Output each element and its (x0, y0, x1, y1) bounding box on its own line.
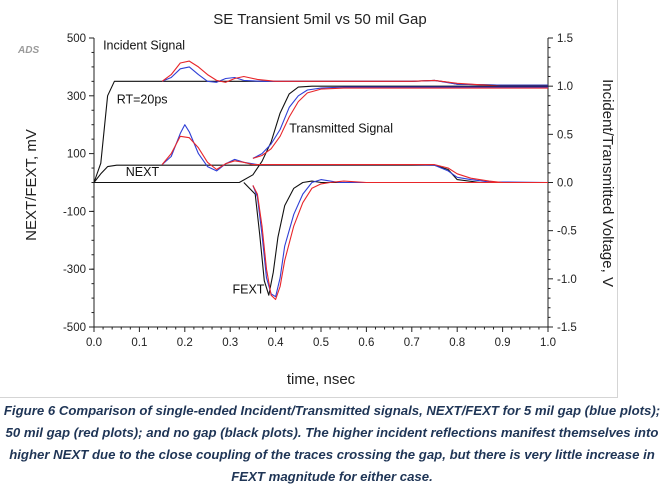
annotation-fext: FEXT (232, 282, 264, 296)
annotations: Incident Signal RT=20ps Transmitted Signal… (103, 39, 393, 297)
y-right-tick-label: 0.5 (557, 129, 573, 141)
y-left-tick-label: -500 (63, 322, 86, 334)
series-next_red (161, 135, 548, 184)
x-tick-label: 0.5 (313, 337, 329, 349)
y-right-tick-label: 0.0 (557, 178, 573, 190)
ads-badge: ADS (17, 45, 39, 56)
x-axis-label: time, nsec (287, 371, 356, 388)
series-incident_blue (161, 66, 548, 86)
y-right-tick-label: -1.0 (557, 274, 577, 286)
figure-frame-right-border (617, 0, 618, 398)
x-tick-label: 0.0 (86, 337, 102, 349)
chart-title: SE Transient 5mil vs 50 mil Gap (213, 11, 426, 28)
y-left-tick-label: 300 (67, 91, 86, 103)
y-right-tick-label: -0.5 (557, 226, 577, 238)
annotation-incident-signal: Incident Signal (103, 39, 185, 53)
annotation-next: NEXT (126, 165, 160, 179)
x-tick-label: 1.0 (540, 337, 556, 349)
series-fext_blue (252, 179, 548, 298)
x-tick-label: 0.6 (358, 337, 374, 349)
chart: SE Transient 5mil vs 50 mil Gap ADS 0.0 0… (17, 11, 616, 388)
annotation-rt-20ps: RT=20ps (117, 93, 168, 107)
x-tick-label: 0.3 (222, 337, 238, 349)
y-left-tick-label: 100 (67, 149, 86, 161)
x-tick-label: 0.4 (268, 337, 285, 349)
figure-frame-bottom-border (0, 397, 618, 398)
x-tick-label: 0.7 (404, 337, 420, 349)
series-transmitted_red (252, 87, 548, 159)
series-transmitted_black (94, 85, 548, 184)
axes: 0.0 0.1 0.2 0.3 0.4 0.5 0.6 0.7 0.8 0.9 1.0 500 300 1… (63, 33, 577, 349)
series-next_blue (161, 124, 549, 184)
annotation-transmitted-signal: Transmitted Signal (289, 121, 393, 135)
y-axis-right-label: Incident/Transmitted Voltage, V (599, 79, 616, 287)
y-left-tick-label: -100 (63, 206, 86, 218)
series-fext_black (243, 180, 548, 296)
series-fext_red (252, 180, 548, 301)
x-tick-label: 0.9 (495, 337, 511, 349)
y-left-tick-label: -300 (63, 264, 86, 276)
x-tick-label: 0.2 (177, 337, 193, 349)
y-right-tick-label: 1.0 (557, 81, 573, 93)
data-series (93, 60, 549, 301)
x-tick-label: 0.8 (449, 337, 465, 349)
y-axis-left-label: NEXT/FEXT, mV (23, 129, 40, 241)
y-left-tick-label: 500 (67, 33, 86, 45)
series-transmitted_blue (252, 86, 548, 159)
y-right-tick-label: -1.5 (557, 322, 577, 334)
y-right-tick-label: 1.5 (557, 33, 573, 45)
x-tick-label: 0.1 (131, 337, 147, 349)
figure-caption: Figure 6 Comparison of single-ended Inci… (3, 403, 661, 484)
series-incident_red (161, 60, 548, 87)
